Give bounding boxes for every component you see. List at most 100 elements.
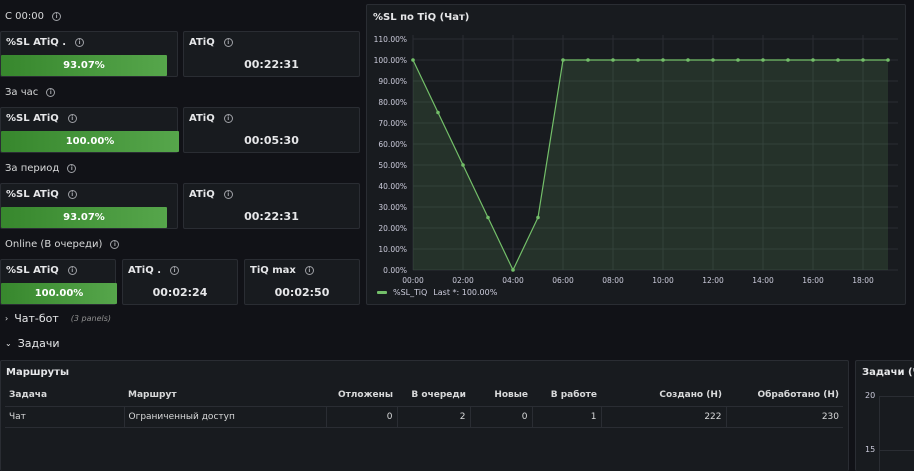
panel-title: ATiQ bbox=[189, 189, 215, 200]
data-point bbox=[861, 58, 865, 62]
y-tick-label: 15 bbox=[865, 445, 876, 454]
panel-title: %SL ATiQ bbox=[6, 113, 59, 124]
data-point bbox=[886, 58, 890, 62]
info-icon[interactable]: i bbox=[223, 38, 233, 47]
table-header-row: Задача Маршрут Отложены В очереди Новые … bbox=[5, 384, 843, 407]
panel-title: ATiQ bbox=[189, 113, 215, 124]
data-point bbox=[511, 268, 515, 272]
atiq-panel-period: ATiQ i 00:22:31 bbox=[183, 183, 360, 229]
legend-series-name: %SL_TiQ bbox=[393, 288, 428, 297]
data-point bbox=[811, 58, 815, 62]
panel-title: ATiQ . bbox=[128, 265, 161, 276]
series-line bbox=[412, 59, 888, 272]
data-point bbox=[436, 110, 440, 115]
legend-swatch bbox=[377, 291, 387, 294]
x-tick-label: 16:00 bbox=[802, 276, 824, 285]
info-icon[interactable]: i bbox=[110, 240, 120, 249]
atiq-value: 00:22:31 bbox=[244, 58, 299, 71]
info-icon[interactable]: i bbox=[304, 266, 314, 275]
data-point bbox=[486, 215, 490, 220]
tasks-chart-title: Задачи (Ча bbox=[862, 367, 914, 378]
x-tick-label: 02:00 bbox=[452, 276, 474, 285]
row-title-period: За период i bbox=[5, 163, 77, 174]
panel-title: TiQ max bbox=[250, 265, 296, 276]
tasks-chart-panel: Задачи (Ча 20 15 bbox=[855, 360, 914, 471]
tiq-max-value: 00:02:50 bbox=[274, 286, 330, 299]
sl-value: 93.07% bbox=[63, 60, 105, 71]
table-cell: 0 bbox=[470, 406, 533, 428]
data-point bbox=[586, 58, 590, 62]
column-header[interactable]: Создано (Н) bbox=[601, 384, 726, 407]
y-tick-label: 30.00% bbox=[378, 203, 407, 212]
y-tick-label: 0.00% bbox=[383, 266, 407, 275]
sl-value: 100.00% bbox=[65, 136, 115, 147]
x-tick-label: 10:00 bbox=[652, 276, 674, 285]
column-header[interactable]: Отложены bbox=[326, 384, 397, 407]
sl-panel-online: %SL ATiQ i 100.00% bbox=[0, 259, 117, 305]
y-tick-label: 90.00% bbox=[378, 77, 407, 86]
row-chatbot[interactable]: › Чат-бот (3 panels) bbox=[5, 312, 111, 325]
y-tick-label: 100.00% bbox=[374, 56, 407, 65]
column-header[interactable]: В работе bbox=[532, 384, 601, 407]
sl-panel-period: %SL ATiQ i 93.07% bbox=[0, 183, 178, 229]
row-title-hour: За час i bbox=[5, 87, 56, 98]
column-header[interactable]: Обработано (Н) bbox=[726, 384, 843, 407]
y-axis-line bbox=[879, 396, 880, 471]
y-tick-label: 10.00% bbox=[378, 245, 407, 254]
routes-table: Задача Маршрут Отложены В очереди Новые … bbox=[5, 384, 843, 428]
info-icon[interactable]: i bbox=[223, 114, 233, 123]
table-cell: Чат bbox=[5, 406, 125, 428]
row-tasks-title: Задачи bbox=[17, 337, 60, 350]
y-tick-label: 50.00% bbox=[378, 161, 407, 170]
series-area bbox=[413, 60, 888, 270]
sl-gauge-bar: 100.00% bbox=[1, 131, 179, 152]
atiq-value: 00:02:24 bbox=[152, 286, 208, 299]
info-icon[interactable]: i bbox=[51, 12, 61, 21]
row-title-label: Online (В очереди) bbox=[5, 239, 103, 250]
atiq-value: 00:22:31 bbox=[244, 210, 299, 223]
x-tick-label: 18:00 bbox=[852, 276, 874, 285]
data-point bbox=[686, 58, 690, 62]
row-tasks[interactable]: ⌄ Задачи bbox=[5, 337, 60, 350]
row-chatbot-title: Чат-бот bbox=[14, 312, 59, 325]
data-point bbox=[836, 58, 840, 62]
info-icon[interactable]: i bbox=[75, 38, 85, 47]
sl-tiq-chart: 0.00% 10.00% 20.00% 30.00% 40.00% 50.00% 60.00… bbox=[374, 35, 898, 285]
info-icon[interactable]: i bbox=[223, 190, 233, 199]
data-point bbox=[536, 215, 540, 220]
sl-value: 93.07% bbox=[63, 212, 105, 223]
info-icon[interactable]: i bbox=[67, 266, 77, 275]
table-cell: 0 bbox=[326, 406, 398, 428]
table-cell: Ограниченный доступ bbox=[124, 406, 327, 428]
info-icon[interactable]: i bbox=[46, 88, 56, 97]
atiq-panel-hour: ATiQ i 00:05:30 bbox=[183, 107, 360, 153]
sl-gauge-bar: 93.07% bbox=[1, 207, 167, 228]
info-icon[interactable]: i bbox=[67, 190, 77, 199]
column-header[interactable]: Маршрут bbox=[124, 384, 326, 407]
chart-title: %SL по TiQ (Чат) bbox=[373, 12, 470, 23]
sl-value: 100.00% bbox=[34, 288, 84, 299]
grid-line bbox=[879, 450, 914, 451]
info-icon[interactable]: i bbox=[67, 114, 77, 123]
table-row: Чат Ограниченный доступ 0 2 0 1 222 230 bbox=[5, 406, 843, 428]
info-icon[interactable]: i bbox=[67, 164, 77, 173]
y-tick-label: 20 bbox=[865, 391, 876, 400]
column-header[interactable]: В очереди bbox=[397, 384, 470, 407]
table-cell: 1 bbox=[532, 406, 602, 428]
x-tick-label: 06:00 bbox=[552, 276, 574, 285]
row-title-label: За час bbox=[5, 87, 39, 98]
panel-title: ATiQ bbox=[189, 37, 215, 48]
data-point bbox=[611, 58, 615, 62]
panel-title: %SL ATiQ bbox=[6, 265, 59, 276]
x-tick-label: 08:00 bbox=[602, 276, 624, 285]
column-header[interactable]: Задача bbox=[5, 384, 124, 407]
data-point bbox=[761, 58, 765, 62]
data-point bbox=[786, 58, 790, 62]
table-cell: 2 bbox=[397, 406, 471, 428]
column-header[interactable]: Новые bbox=[470, 384, 532, 407]
info-icon[interactable]: i bbox=[170, 266, 179, 275]
data-point bbox=[561, 58, 565, 62]
y-tick-label: 60.00% bbox=[378, 140, 407, 149]
row-chatbot-subtitle: (3 panels) bbox=[70, 314, 112, 323]
chart-legend[interactable]: %SL_TiQ Last *: 100.00% bbox=[377, 288, 497, 297]
